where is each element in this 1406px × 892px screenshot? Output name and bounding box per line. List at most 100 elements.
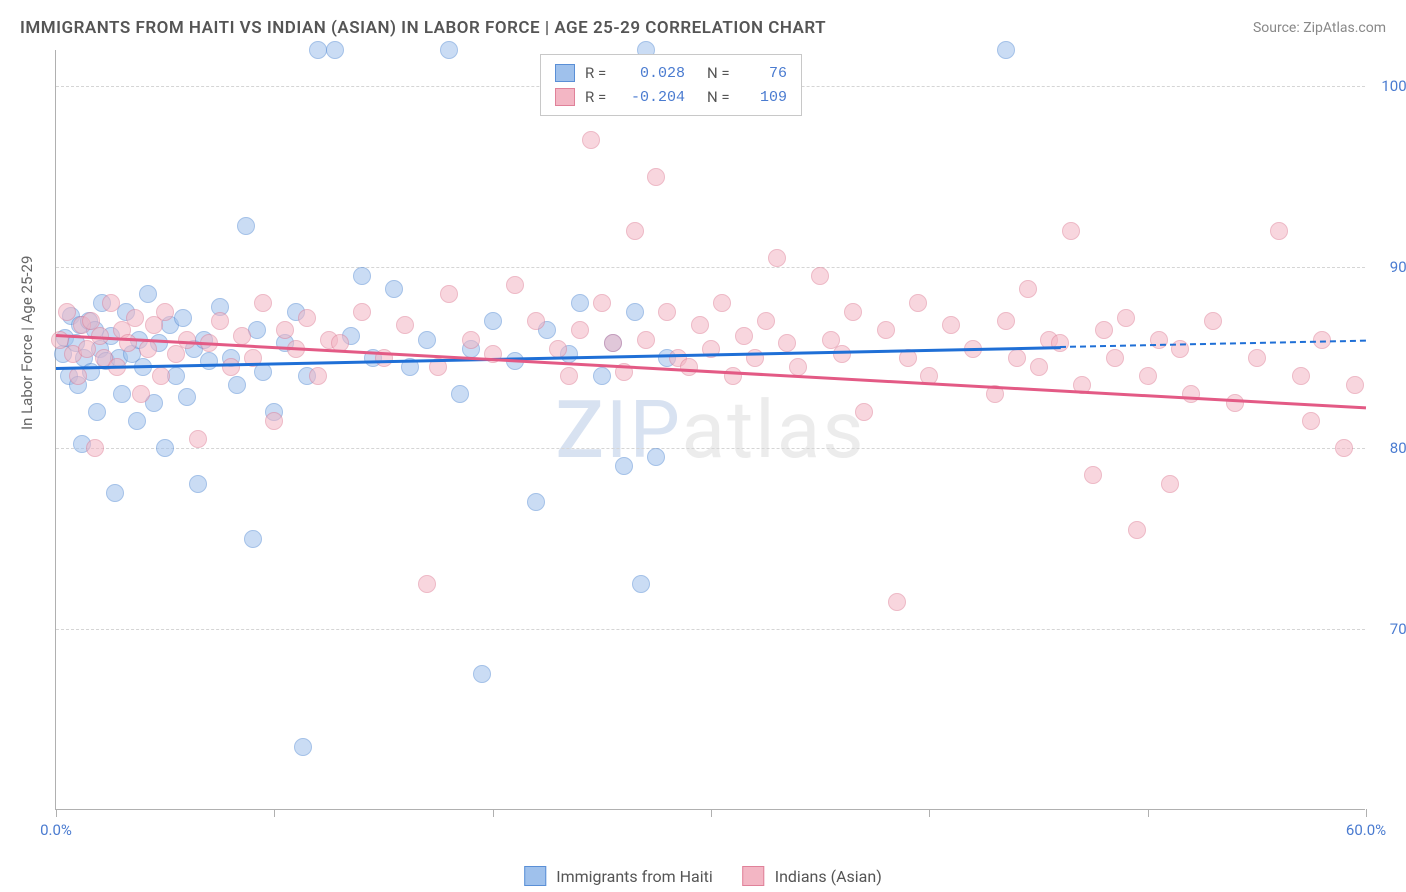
legend-row: R =-0.204N =109: [555, 85, 787, 109]
data-point: [527, 493, 545, 511]
chart-title: IMMIGRANTS FROM HAITI VS INDIAN (ASIAN) …: [20, 18, 826, 38]
data-point: [1117, 309, 1135, 327]
x-tick: [929, 809, 930, 817]
data-point: [647, 448, 665, 466]
data-point: [855, 403, 873, 421]
data-point: [942, 316, 960, 334]
data-point: [637, 331, 655, 349]
data-point: [1292, 367, 1310, 385]
data-point: [152, 367, 170, 385]
data-point: [396, 316, 414, 334]
r-label: R =: [585, 64, 615, 82]
data-point: [276, 321, 294, 339]
legend-row: R = 0.028 N = 76: [555, 61, 787, 85]
data-point: [309, 41, 327, 59]
data-point: [132, 385, 150, 403]
data-point: [309, 367, 327, 385]
data-point: [1128, 521, 1146, 539]
data-point: [877, 321, 895, 339]
data-point: [353, 303, 371, 321]
data-point: [69, 367, 87, 385]
data-point: [789, 358, 807, 376]
data-point: [844, 303, 862, 321]
data-point: [106, 484, 124, 502]
x-tick-label: 60.0%: [1346, 821, 1386, 839]
legend-swatch: [555, 88, 575, 106]
data-point: [1106, 349, 1124, 367]
data-point: [691, 316, 709, 334]
data-point: [462, 331, 480, 349]
y-tick-label: 100.0%: [1381, 77, 1406, 95]
data-point: [128, 412, 146, 430]
data-point: [647, 168, 665, 186]
data-point: [1226, 394, 1244, 412]
legend-label: Indians (Asian): [775, 867, 882, 886]
data-point: [178, 331, 196, 349]
data-point: [680, 358, 698, 376]
legend-swatch: [555, 64, 575, 82]
data-point: [571, 321, 589, 339]
data-point: [326, 41, 344, 59]
legend-swatch: [524, 866, 546, 886]
data-point: [189, 430, 207, 448]
data-point: [615, 457, 633, 475]
x-tick: [274, 809, 275, 817]
data-point: [1270, 222, 1288, 240]
scatter-chart: ZIPatlas 70.0%80.0%90.0%100.0%0.0%60.0%: [55, 50, 1365, 810]
data-point: [549, 340, 567, 358]
gridline: [56, 629, 1365, 630]
data-point: [746, 349, 764, 367]
data-point: [1051, 334, 1069, 352]
data-point: [1248, 349, 1266, 367]
data-point: [156, 439, 174, 457]
r-value: -0.204: [625, 89, 685, 106]
gridline: [56, 267, 1365, 268]
data-point: [1095, 321, 1113, 339]
data-point: [778, 334, 796, 352]
data-point: [189, 475, 207, 493]
n-label: N =: [707, 64, 737, 82]
data-point: [244, 530, 262, 548]
data-point: [200, 352, 218, 370]
x-tick-label: 0.0%: [40, 821, 72, 839]
data-point: [178, 388, 196, 406]
data-point: [1030, 358, 1048, 376]
data-point: [113, 385, 131, 403]
data-point: [506, 276, 524, 294]
data-point: [833, 345, 851, 363]
data-point: [909, 294, 927, 312]
data-point: [248, 321, 266, 339]
legend-swatch: [743, 866, 765, 886]
data-point: [1062, 222, 1080, 240]
data-point: [473, 665, 491, 683]
data-point: [294, 738, 312, 756]
data-point: [527, 312, 545, 330]
data-point: [418, 331, 436, 349]
data-point: [626, 303, 644, 321]
data-point: [233, 327, 251, 345]
data-point: [582, 131, 600, 149]
data-point: [1161, 475, 1179, 493]
legend-label: Immigrants from Haiti: [556, 867, 712, 886]
data-point: [1335, 439, 1353, 457]
data-point: [418, 575, 436, 593]
x-tick: [711, 809, 712, 817]
data-point: [228, 376, 246, 394]
data-point: [237, 217, 255, 235]
n-value: 76: [747, 65, 787, 82]
data-point: [735, 327, 753, 345]
r-value: 0.028: [625, 65, 685, 82]
data-point: [997, 312, 1015, 330]
data-point: [222, 358, 240, 376]
source-attribution: Source: ZipAtlas.com: [1253, 20, 1386, 36]
x-tick: [493, 809, 494, 817]
data-point: [254, 294, 272, 312]
data-point: [254, 363, 272, 381]
data-point: [440, 41, 458, 59]
legend-item: Indians (Asian): [743, 866, 882, 886]
data-point: [353, 267, 371, 285]
data-point: [997, 41, 1015, 59]
data-point: [888, 593, 906, 611]
data-point: [58, 303, 76, 321]
data-point: [757, 312, 775, 330]
